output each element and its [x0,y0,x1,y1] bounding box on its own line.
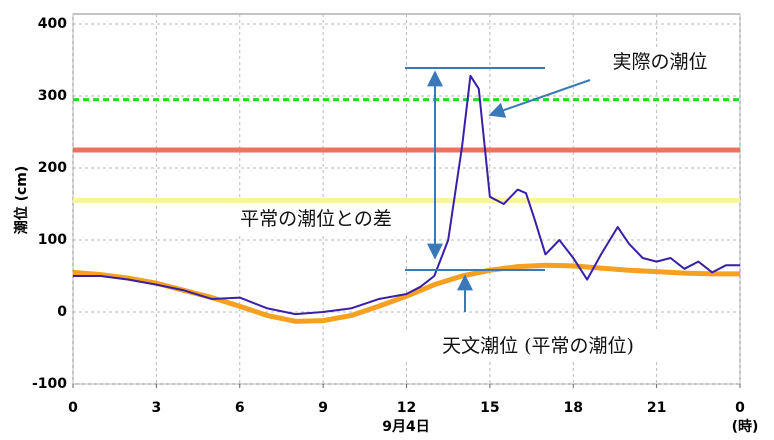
x-tick-label: 18 [564,400,583,416]
y-tick-label: 100 [38,232,67,248]
y-tick-label: -100 [32,376,67,392]
y-tick-label: 300 [38,88,67,104]
y-tick-label: 0 [57,304,67,320]
series-line [73,74,740,316]
x-tick-label: 0 [735,400,745,416]
y-tick-label: 200 [38,160,67,176]
annotation: 天文潮位 (平常の潮位) [442,335,634,357]
annotation: 実際の潮位 [612,51,707,73]
annotation: 平常の潮位との差 [240,208,392,230]
y-tick-label: 400 [38,16,67,32]
x-tick-label: 6 [235,400,245,416]
x-tick-label: 12 [397,400,416,416]
x-tick-label: 0 [68,400,78,416]
x-tick-label: 3 [152,400,162,416]
annotation-bg [586,48,736,78]
x-unit: (時) [732,418,759,435]
x-tick-label: 21 [647,400,666,416]
x-tick-label: 9 [318,400,328,416]
annotation-bg [388,332,688,362]
annotation-arrows [405,67,591,312]
annotation-bg [198,205,434,235]
x-axis-label: 9月4日 [382,419,429,435]
x-tick-label: 15 [480,400,499,416]
y-axis-label: 潮位 (cm) [13,166,30,235]
